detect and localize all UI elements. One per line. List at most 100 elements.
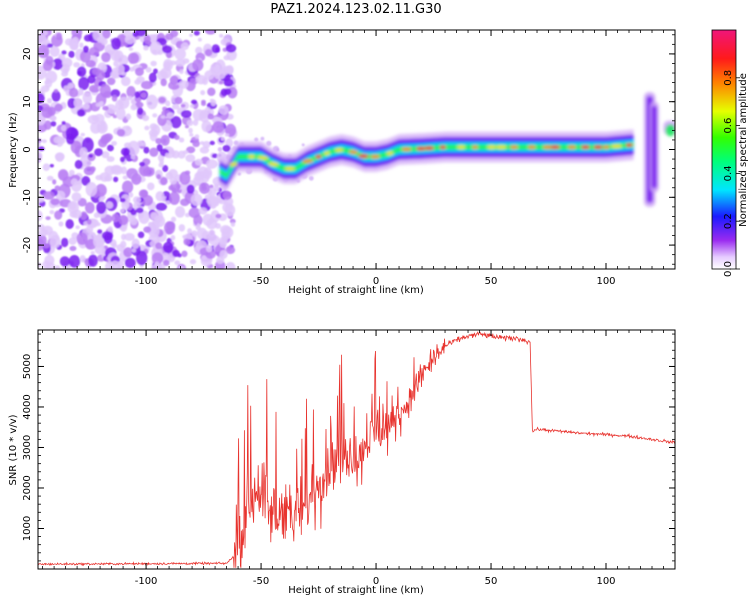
- noise-speckle: [78, 76, 90, 91]
- noise-speckle: [136, 76, 145, 83]
- noise-speckle: [260, 136, 265, 141]
- noise-speckle: [170, 235, 176, 241]
- noise-speckle: [212, 121, 225, 134]
- noise-speckle: [88, 154, 94, 158]
- noise-speckle: [218, 153, 222, 158]
- noise-speckle: [190, 193, 203, 206]
- noise-speckle: [98, 196, 105, 202]
- snr-y-tick-labels: 1000 2000 3000 4000 5000: [22, 354, 33, 541]
- noise-speckle: [38, 210, 43, 222]
- noise-speckle: [121, 180, 134, 194]
- noise-speckle: [75, 225, 80, 230]
- noise-speckle: [38, 104, 44, 112]
- signal-hotspot: [527, 145, 536, 150]
- noise-speckle: [104, 104, 117, 115]
- noise-speckle: [61, 71, 69, 77]
- noise-speckle: [73, 97, 82, 108]
- noise-speckle: [50, 120, 57, 127]
- noise-speckle: [149, 41, 162, 56]
- noise-speckle: [73, 62, 80, 68]
- noise-speckle: [174, 134, 180, 140]
- x-tick-label: -100: [135, 576, 158, 587]
- noise-speckle: [161, 45, 173, 54]
- noise-speckle: [42, 163, 51, 172]
- noise-speckle: [135, 30, 147, 37]
- noise-speckle: [210, 63, 221, 71]
- noise-speckle: [170, 216, 177, 223]
- noise-speckle: [213, 185, 220, 192]
- noise-speckle: [38, 111, 42, 117]
- noise-speckle: [201, 230, 211, 240]
- noise-speckle: [171, 150, 180, 159]
- noise-speckle: [77, 71, 82, 76]
- noise-speckle: [61, 121, 66, 125]
- noise-speckle: [178, 265, 185, 269]
- noise-speckle: [225, 262, 236, 269]
- noise-speckle: [91, 114, 98, 122]
- noise-speckle: [152, 113, 158, 118]
- noise-speckle: [165, 33, 174, 41]
- noise-speckle: [144, 125, 150, 131]
- signal-hotspot: [424, 146, 435, 151]
- noise-speckle: [186, 146, 196, 154]
- edge-feature-core: [651, 105, 657, 189]
- noise-speckle: [68, 237, 77, 245]
- noise-speckle: [53, 88, 59, 93]
- noise-speckle: [96, 121, 108, 134]
- noise-speckle: [122, 175, 128, 180]
- noise-speckle: [115, 64, 125, 76]
- noise-speckle: [224, 133, 230, 137]
- noise-speckle: [224, 88, 232, 95]
- noise-speckle: [136, 250, 148, 266]
- noise-speckle: [155, 138, 163, 145]
- noise-speckle: [80, 211, 88, 220]
- signal-hotspot: [509, 145, 519, 150]
- noise-speckle: [51, 90, 61, 102]
- noise-speckle: [197, 37, 202, 42]
- noise-speckle: [218, 80, 224, 85]
- noise-speckle: [79, 50, 91, 63]
- y-tick-label: 4000: [22, 394, 33, 419]
- noise-speckle: [111, 213, 120, 223]
- noise-speckle: [185, 154, 196, 163]
- noise-speckle: [67, 82, 74, 90]
- noise-speckle: [180, 104, 186, 108]
- noise-speckle: [195, 74, 207, 85]
- y-tick-label: 0: [22, 146, 33, 152]
- noise-speckle: [175, 59, 186, 67]
- noise-speckle: [198, 207, 208, 215]
- signal-hotspot: [610, 144, 623, 149]
- noise-speckle: [208, 234, 220, 246]
- y-tick-label: 1000: [22, 516, 33, 541]
- y-tick-label: 10: [22, 95, 33, 108]
- noise-speckle: [84, 201, 95, 214]
- noise-speckle: [76, 109, 86, 117]
- noise-speckle: [127, 140, 140, 156]
- noise-speckle: [68, 38, 79, 51]
- noise-speckle: [192, 108, 205, 121]
- noise-speckle: [135, 101, 144, 108]
- noise-speckle: [113, 176, 119, 183]
- noise-speckle: [46, 97, 53, 104]
- noise-speckle: [187, 228, 192, 234]
- noise-speckle: [119, 208, 125, 213]
- noise-speckle: [54, 185, 61, 192]
- snr-x-axis-label: Height of straight line (km): [288, 585, 424, 596]
- noise-speckle: [116, 128, 126, 137]
- noise-speckle: [111, 94, 118, 102]
- noise-speckle: [106, 144, 114, 152]
- noise-speckle: [61, 57, 73, 68]
- noise-speckle: [169, 176, 178, 185]
- noise-speckle: [181, 250, 188, 258]
- noise-speckle: [140, 92, 147, 99]
- signal-hotspot: [495, 145, 507, 150]
- colorbar-tick-label: 0.2: [723, 213, 734, 229]
- noise-speckle: [220, 225, 232, 235]
- noise-speckle: [134, 91, 140, 99]
- signal-hotspot: [284, 166, 296, 171]
- page-title: PAZ1.2024.123.02.11.G30: [270, 2, 442, 17]
- noise-speckle: [207, 87, 216, 97]
- noise-speckle: [230, 221, 236, 227]
- noise-speckle: [174, 260, 181, 266]
